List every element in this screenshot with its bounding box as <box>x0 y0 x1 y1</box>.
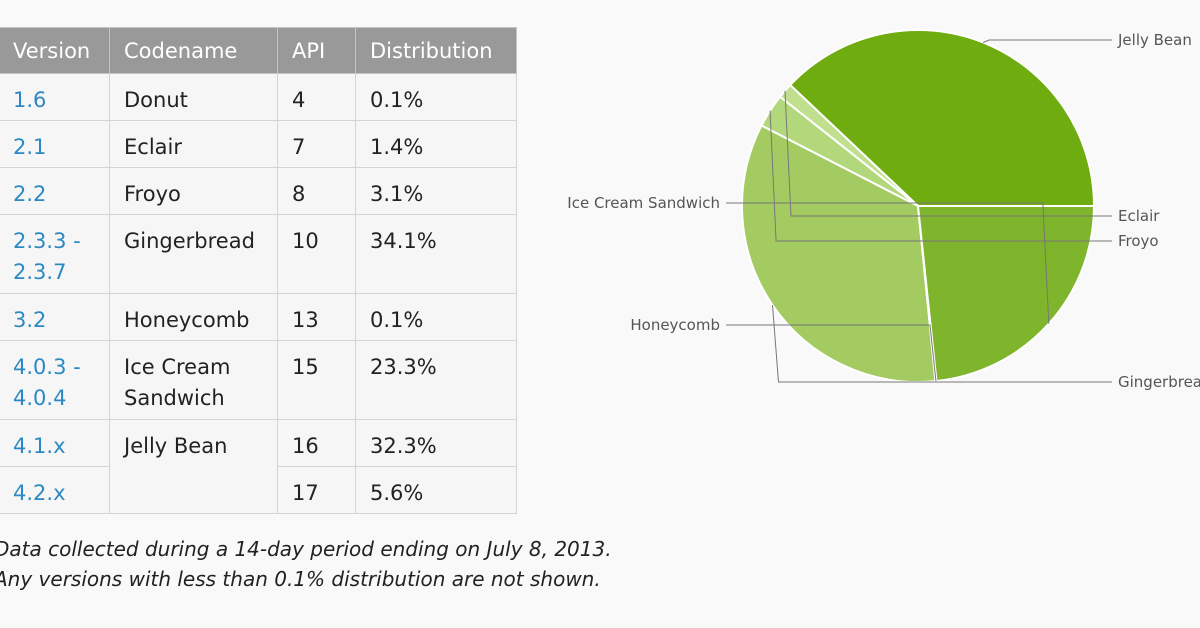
version-link[interactable]: 4.1.x <box>0 419 110 467</box>
codename-cell: Ice Cream Sandwich <box>109 340 278 420</box>
pie-label-ice-cream-sandwich: Ice Cream Sandwich <box>567 194 720 212</box>
codename-cell: Froyo <box>109 167 278 215</box>
distribution-cell: 3.1% <box>355 167 517 215</box>
distribution-cell: 32.3% <box>355 419 517 467</box>
table-row: 1.6 Donut 4 0.1% <box>0 73 517 121</box>
footnote-date: Data collected during a 14-day period en… <box>0 537 612 561</box>
footnote-threshold: Any versions with less than 0.1% distrib… <box>0 567 601 591</box>
codename-cell: Donut <box>109 73 278 121</box>
distribution-cell: 0.1% <box>355 73 517 121</box>
footnotes: Data collected during a 14-day period en… <box>0 534 612 594</box>
table-row: 4.0.3 -4.0.4 Ice Cream Sandwich 15 23.3% <box>0 340 517 420</box>
api-cell: 15 <box>277 340 356 420</box>
table-row: 2.2 Froyo 8 3.1% <box>0 167 517 215</box>
pie-slice-ice-cream-sandwich <box>916 205 1096 383</box>
distribution-cell: 5.6% <box>355 466 517 514</box>
pie-label-gingerbread: Gingerbread <box>1118 373 1200 391</box>
header-api: API <box>277 27 356 74</box>
leader-line <box>771 304 1112 383</box>
pie-label-eclair: Eclair <box>1118 207 1160 225</box>
api-cell: 16 <box>277 419 356 467</box>
api-cell: 10 <box>277 214 356 294</box>
table-row: 4.1.x Jelly Bean 16 32.3% <box>0 419 517 514</box>
api-cell: 4 <box>277 73 356 121</box>
codename-cell: Jelly Bean <box>109 419 278 514</box>
version-link[interactable]: 2.3.3 -2.3.7 <box>0 214 110 294</box>
pie-slice-gingerbread <box>741 124 937 383</box>
table-row: 3.2 Honeycomb 13 0.1% <box>0 293 517 341</box>
header-version: Version <box>0 27 110 74</box>
header-codename: Codename <box>109 27 278 74</box>
api-cell: 17 <box>277 466 356 514</box>
leader-line <box>726 324 937 382</box>
pie-label-honeycomb: Honeycomb <box>630 316 720 334</box>
leader-line <box>726 202 1050 324</box>
pie-label-froyo: Froyo <box>1118 232 1159 250</box>
codename-cell: Honeycomb <box>109 293 278 341</box>
pie-label-jelly-bean: Jelly Bean <box>1117 31 1192 49</box>
distribution-cell: 0.1% <box>355 293 517 341</box>
table-row: 4.2.x 17 5.6% <box>0 466 517 514</box>
distribution-table: Version Codename API Distribution 1.6 Do… <box>0 27 517 514</box>
leader-line <box>784 90 1112 217</box>
distribution-cell: 23.3% <box>355 340 517 420</box>
header-distribution: Distribution <box>355 27 517 74</box>
version-link[interactable]: 3.2 <box>0 293 110 341</box>
version-link[interactable]: 2.2 <box>0 167 110 215</box>
leader-line <box>769 110 1112 242</box>
api-cell: 7 <box>277 120 356 168</box>
table-row: 2.1 Eclair 7 1.4% <box>0 120 517 168</box>
version-link[interactable]: 4.2.x <box>0 466 110 514</box>
leader-line <box>982 39 1112 43</box>
codename-cell: Eclair <box>109 120 278 168</box>
version-link[interactable]: 4.0.3 -4.0.4 <box>0 340 110 420</box>
api-cell: 8 <box>277 167 356 215</box>
table-header-row: Version Codename API Distribution <box>0 27 517 74</box>
distribution-cell: 1.4% <box>355 120 517 168</box>
